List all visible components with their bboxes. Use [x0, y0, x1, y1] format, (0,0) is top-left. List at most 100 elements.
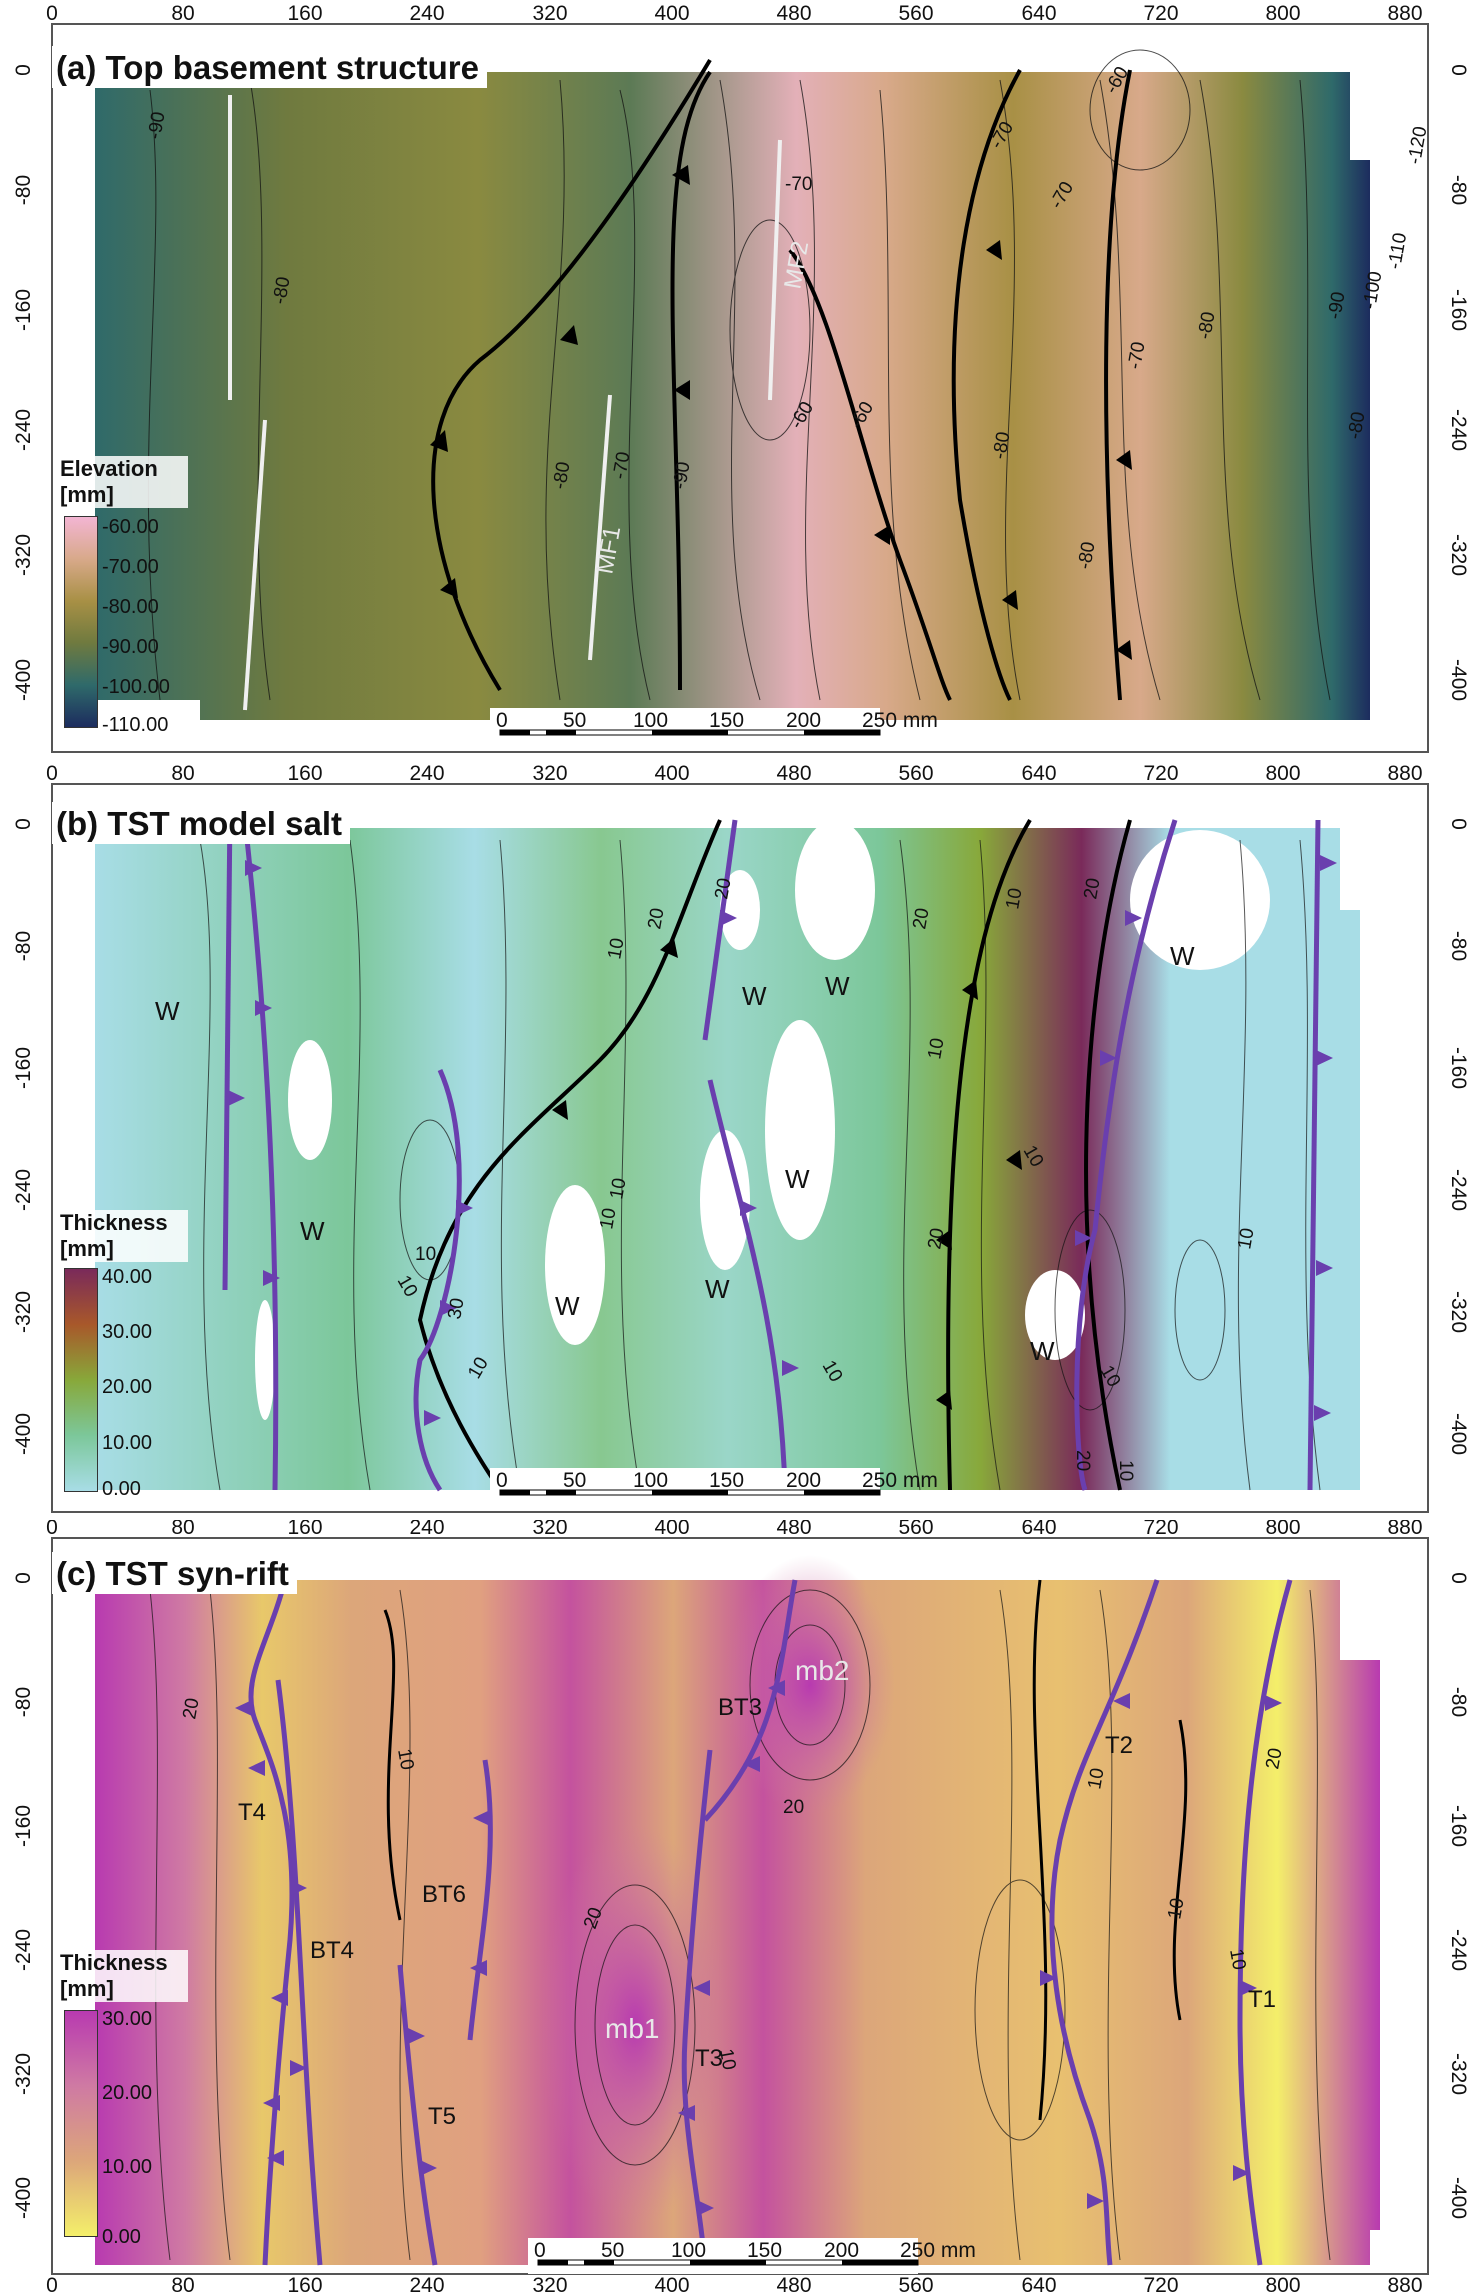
svg-text:-160: -160	[12, 1805, 35, 1847]
contour-label: 30	[444, 1296, 468, 1320]
svg-text:720: 720	[1143, 2, 1178, 25]
panel-a-contours	[147, 49, 1331, 701]
structure-label-t2: T2	[1105, 1732, 1133, 1759]
legend-value: 0.00	[102, 2226, 141, 2248]
panel-c-x-axis-top: 0 80 160 240 320 400 480 560 640 720 800…	[46, 1520, 1422, 1539]
svg-text:-320: -320	[12, 534, 35, 576]
contour-label: -90	[144, 110, 169, 141]
svg-text:0: 0	[12, 818, 35, 830]
svg-text:250 mm: 250 mm	[862, 1469, 938, 1492]
panel-c-structure-labels: T4 BT6 BT4 T5 T3 BT3 T2 T1	[238, 1694, 1276, 2130]
svg-text:80: 80	[171, 2, 194, 25]
panel-b-contours	[199, 839, 1321, 1491]
contour-label: 20	[783, 1797, 804, 1818]
svg-text:0: 0	[1447, 818, 1470, 830]
svg-text:240: 240	[409, 2274, 444, 2296]
contour-label: 20	[909, 906, 933, 930]
panel-c-depocentre-labels: mb1 mb2	[605, 1655, 849, 2044]
contour-label: -70	[1124, 340, 1149, 371]
panel-c-fault-triangles	[235, 1680, 1282, 2216]
panel-a-y-axis-right: 0 -80 -160 -240 -320 -400	[1447, 64, 1470, 701]
contour-label: -80	[269, 275, 294, 306]
svg-text:640: 640	[1021, 1520, 1056, 1539]
depocentre-label-mb1: mb1	[605, 2013, 659, 2044]
contour-label: 10	[1225, 1947, 1249, 1971]
svg-text:0: 0	[496, 1469, 508, 1492]
legend-value: 30.00	[102, 2008, 153, 2030]
panel-b-thrust-triangles	[552, 938, 1022, 1410]
svg-text:-400: -400	[12, 2177, 35, 2219]
svg-text:50: 50	[601, 2239, 624, 2262]
svg-text:-80: -80	[1447, 1687, 1470, 1717]
contour-label: -90	[669, 460, 694, 491]
legend-value: 30.00	[102, 1321, 153, 1343]
weld-label: W	[155, 996, 180, 1026]
panel-a-legend: Elevation [mm] -60.00 -70.00 -80.00 -90.…	[58, 456, 188, 746]
panel-b-tst-model-salt: 10 20 10 10 30 10 10 20 20 10 10 20 10 2…	[0, 760, 1472, 1520]
svg-text:0: 0	[46, 2274, 58, 2296]
legend-title-line1: Elevation	[58, 456, 188, 482]
legend-value: 10.00	[102, 1432, 153, 1454]
svg-text:880: 880	[1387, 762, 1422, 785]
svg-text:250 mm: 250 mm	[900, 2239, 976, 2262]
panel-b-y-axis-right: 0 -80 -160 -240 -320 -400	[1447, 818, 1470, 1455]
contour-label: 10	[393, 1747, 417, 1771]
scale-bar-labels: 0 50 100 150 200 250 mm	[534, 2239, 976, 2262]
svg-text:320: 320	[532, 762, 567, 785]
svg-text:0: 0	[46, 1520, 58, 1539]
svg-text:80: 80	[171, 2274, 194, 2296]
legend-title-line2: [mm]	[58, 1236, 188, 1262]
legend-title-line2: [mm]	[58, 482, 188, 508]
structure-label-t1: T1	[1248, 1986, 1276, 2013]
svg-text:640: 640	[1021, 2, 1056, 25]
panel-c-normal-faults	[248, 1579, 1293, 2266]
panel-a-frame	[51, 23, 1429, 753]
panel-c-tst-syn-rift: 20 10 20 20 10 10 10 20 10 T4 BT6 BT4 T5…	[0, 1520, 1472, 2296]
svg-text:320: 320	[532, 2, 567, 25]
legend-value: -110.00	[102, 714, 169, 736]
weld-label: W	[555, 1291, 580, 1321]
svg-text:880: 880	[1387, 2274, 1422, 2296]
panel-b-frame	[51, 783, 1429, 1513]
panel-b-fault-triangles	[228, 855, 1337, 1426]
panel-b-title: (b) TST model salt	[52, 802, 351, 844]
svg-text:100: 100	[671, 2239, 706, 2262]
contour-label: -110	[1384, 231, 1411, 271]
svg-text:200: 200	[786, 1469, 821, 1492]
panel-a-contour-labels: -90 -80 -80 -70 -70 -60 -60 -60 -80 -80 …	[144, 63, 1431, 571]
svg-text:720: 720	[1143, 1520, 1178, 1539]
panel-b-y-axis-left: 0 -80 -160 -240 -320 -400	[12, 818, 35, 1455]
svg-text:560: 560	[898, 762, 933, 785]
svg-text:-400: -400	[12, 659, 35, 701]
svg-text:80: 80	[171, 762, 194, 785]
contour-label: -80	[1074, 540, 1099, 571]
svg-text:0: 0	[534, 2239, 546, 2262]
contour-label: 10	[606, 1176, 630, 1200]
svg-text:-160: -160	[12, 1047, 35, 1089]
svg-text:0: 0	[496, 709, 508, 732]
svg-text:720: 720	[1143, 2274, 1178, 2296]
contour-label: 10	[415, 1244, 436, 1265]
svg-text:250 mm: 250 mm	[862, 709, 938, 732]
structure-label-t3: T3	[695, 2045, 723, 2072]
panel-c-x-axis-bottom: 0 80 160 240 320 400 480 560 640 720 800…	[46, 2274, 1422, 2296]
legend-title-line1: Thickness	[58, 1950, 188, 1976]
svg-text:0: 0	[46, 762, 58, 785]
panel-c-map: 20 10 20 20 10 10 10 20 10 T4 BT6 BT4 T5…	[12, 1520, 1470, 2296]
svg-text:0: 0	[1447, 64, 1470, 76]
svg-text:150: 150	[709, 1469, 744, 1492]
svg-text:80: 80	[171, 1520, 194, 1539]
svg-text:480: 480	[776, 2, 811, 25]
svg-text:-240: -240	[12, 1929, 35, 1971]
contour-label: 10	[1115, 1460, 1136, 1481]
svg-text:-240: -240	[12, 1169, 35, 1211]
svg-text:800: 800	[1265, 1520, 1300, 1539]
legend-colorbar	[64, 516, 98, 728]
contour-label: 10	[1164, 1896, 1188, 1920]
panel-c-thick-contours	[383, 1579, 1188, 2121]
svg-text:-240: -240	[12, 409, 35, 451]
contour-label: 20	[1262, 1746, 1286, 1770]
panel-c-thickness-surface	[95, 1580, 1380, 2265]
svg-text:160: 160	[287, 2274, 322, 2296]
structure-label-bt3: BT3	[718, 1694, 762, 1721]
